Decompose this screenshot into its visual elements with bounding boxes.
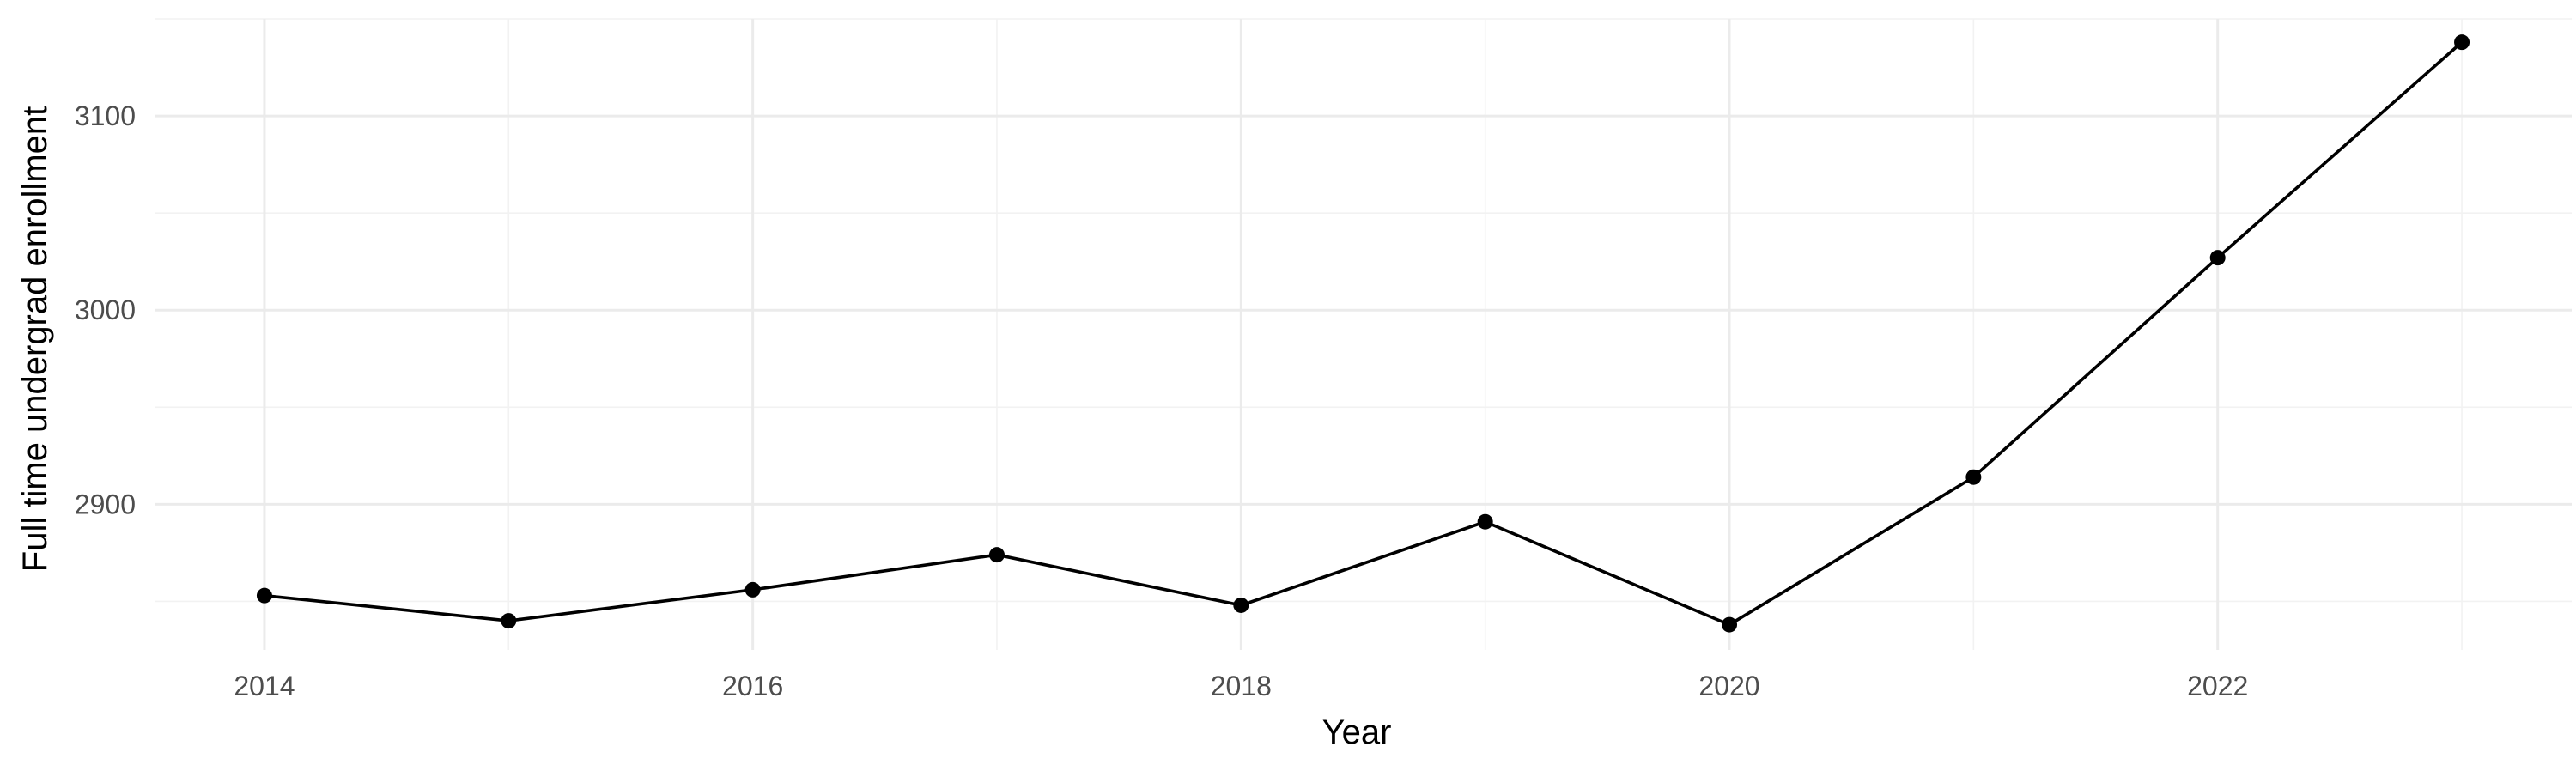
- data-point: [1233, 597, 1249, 613]
- data-point: [988, 547, 1005, 563]
- gridlines: [155, 18, 2572, 650]
- y-axis-ticks: 2900 3000 3100: [75, 100, 136, 519]
- series-group: [256, 34, 2470, 633]
- x-tick-label: 2014: [234, 671, 295, 701]
- x-tick-label: 2018: [1211, 671, 1272, 701]
- data-point: [501, 613, 517, 629]
- y-tick-label: 3000: [75, 294, 136, 325]
- data-point: [2454, 34, 2470, 51]
- x-axis-title: Year: [1322, 713, 1392, 751]
- x-axis-ticks: 2014 2016 2018 2020 2022: [234, 671, 2248, 701]
- y-axis-title: Full time undergrad enrollment: [16, 106, 54, 572]
- x-tick-label: 2016: [722, 671, 783, 701]
- y-tick-label: 2900: [75, 489, 136, 519]
- data-point: [1722, 616, 1738, 633]
- data-point: [1965, 469, 1982, 485]
- y-tick-label: 3100: [75, 100, 136, 131]
- data-point: [1477, 513, 1493, 530]
- x-tick-label: 2022: [2187, 671, 2248, 701]
- data-point: [2209, 250, 2226, 266]
- data-point: [256, 587, 272, 604]
- series-line: [264, 40, 2464, 627]
- x-tick-label: 2020: [1698, 671, 1759, 701]
- data-point: [744, 581, 761, 598]
